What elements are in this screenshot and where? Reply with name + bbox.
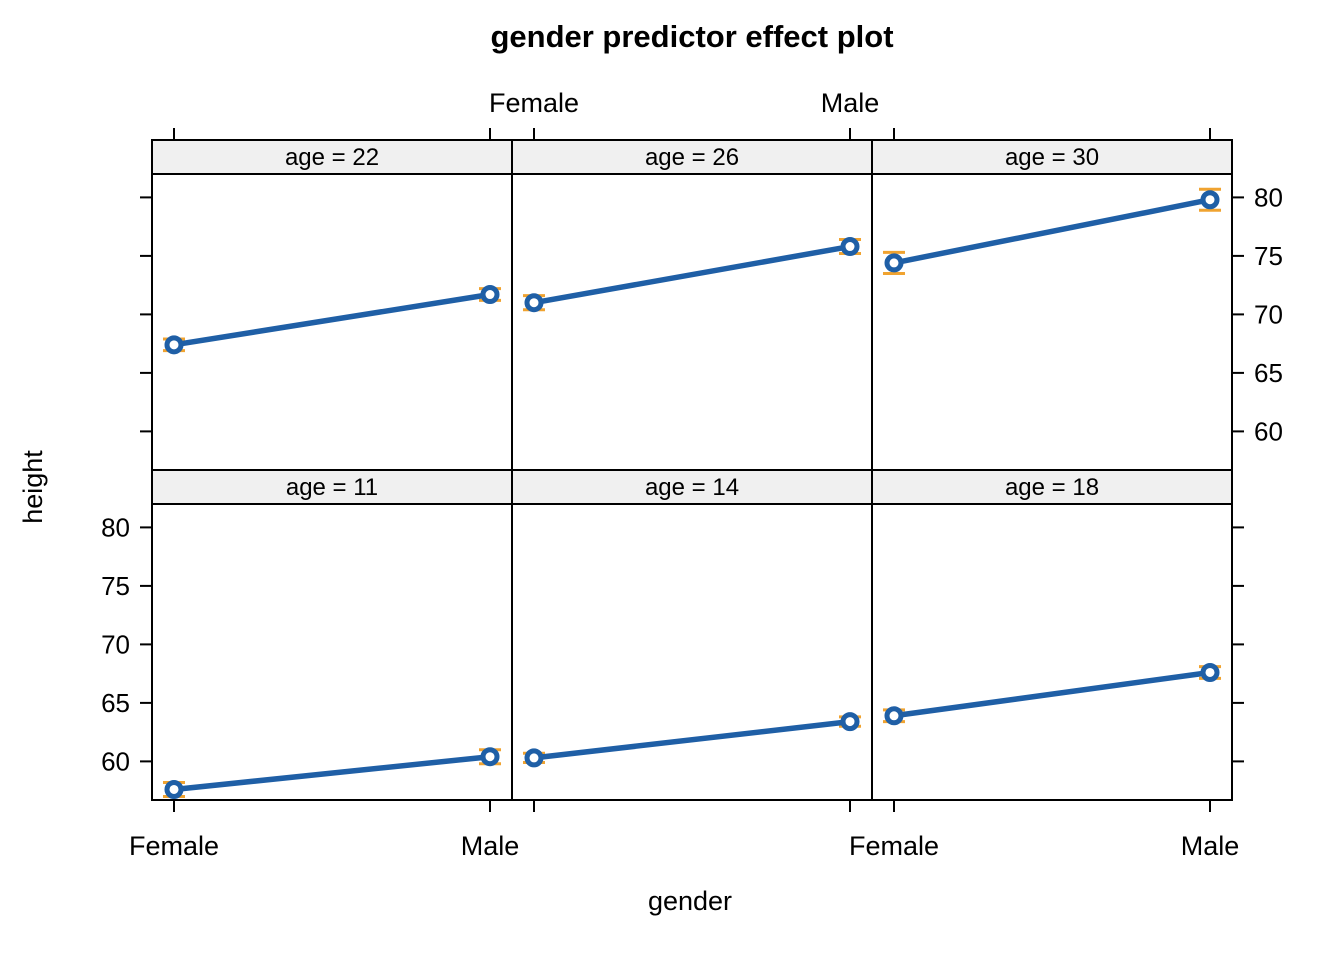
fit-line-age-26: [533, 243, 851, 306]
fit-line-age-22: [173, 291, 491, 348]
y-tick-label: 60: [1254, 416, 1283, 446]
fit-line-age-11: [173, 753, 491, 793]
strip-label-age-11: age = 11: [286, 474, 378, 501]
strip-label-age-14: age = 14: [645, 474, 739, 501]
chart-title: gender predictor effect plot: [490, 19, 893, 54]
y-tick-label: 80: [1254, 182, 1283, 212]
fit-line-age-30: [893, 197, 1211, 266]
data-point-female-age-26: [524, 293, 544, 313]
y-tick-label: 65: [1254, 358, 1283, 388]
x-cat-label-bottom: Female: [849, 831, 939, 861]
panel-border-age-26: [511, 173, 873, 471]
x-cat-label-top: Female: [489, 88, 579, 118]
y-tick-label: 75: [101, 571, 130, 601]
strip-label-age-30: age = 30: [1005, 144, 1099, 171]
data-point-female-age-11: [164, 779, 184, 799]
y-tick-label: 80: [101, 512, 130, 542]
y-tick-label: 60: [101, 746, 130, 776]
data-point-male-age-22: [480, 285, 500, 305]
x-cat-label-top: Male: [821, 88, 880, 118]
y-tick-label: 70: [101, 629, 130, 659]
strip-label-age-18: age = 18: [1005, 474, 1099, 501]
x-cat-label-bottom: Male: [1181, 831, 1240, 861]
y-tick-label: 65: [101, 688, 130, 718]
x-cat-label-bottom: Female: [129, 831, 219, 861]
data-point-male-age-11: [480, 747, 500, 767]
data-point-female-age-14: [524, 748, 544, 768]
strip-age-26: [511, 139, 873, 175]
data-point-male-age-30: [1200, 190, 1220, 210]
strip-label-age-26: age = 26: [645, 144, 739, 171]
data-point-female-age-18: [884, 706, 904, 726]
strip-age-18: [871, 469, 1233, 505]
y-axis-label: height: [18, 450, 48, 524]
fit-line-age-14: [533, 718, 851, 761]
panel-grid: age = 22 age = 26 age = 30 age = 11 age = 14…: [101, 88, 1283, 861]
strip-age-22: [151, 139, 513, 175]
panel-border-age-30: [871, 173, 1233, 471]
strip-label-age-22: age = 22: [285, 144, 379, 171]
x-cat-label-bottom: Male: [461, 831, 520, 861]
data-point-male-age-14: [840, 712, 860, 732]
data-point-female-age-22: [164, 335, 184, 355]
y-tick-label: 70: [1254, 299, 1283, 329]
data-point-male-age-26: [840, 237, 860, 257]
panel-border-age-18: [871, 503, 1233, 801]
fit-line-age-18: [893, 669, 1211, 719]
y-tick-label: 75: [1254, 241, 1283, 271]
panel-border-age-11: [151, 503, 513, 801]
data-point-male-age-18: [1200, 662, 1220, 682]
x-axis-label: gender: [648, 886, 732, 916]
data-point-female-age-30: [884, 253, 904, 273]
